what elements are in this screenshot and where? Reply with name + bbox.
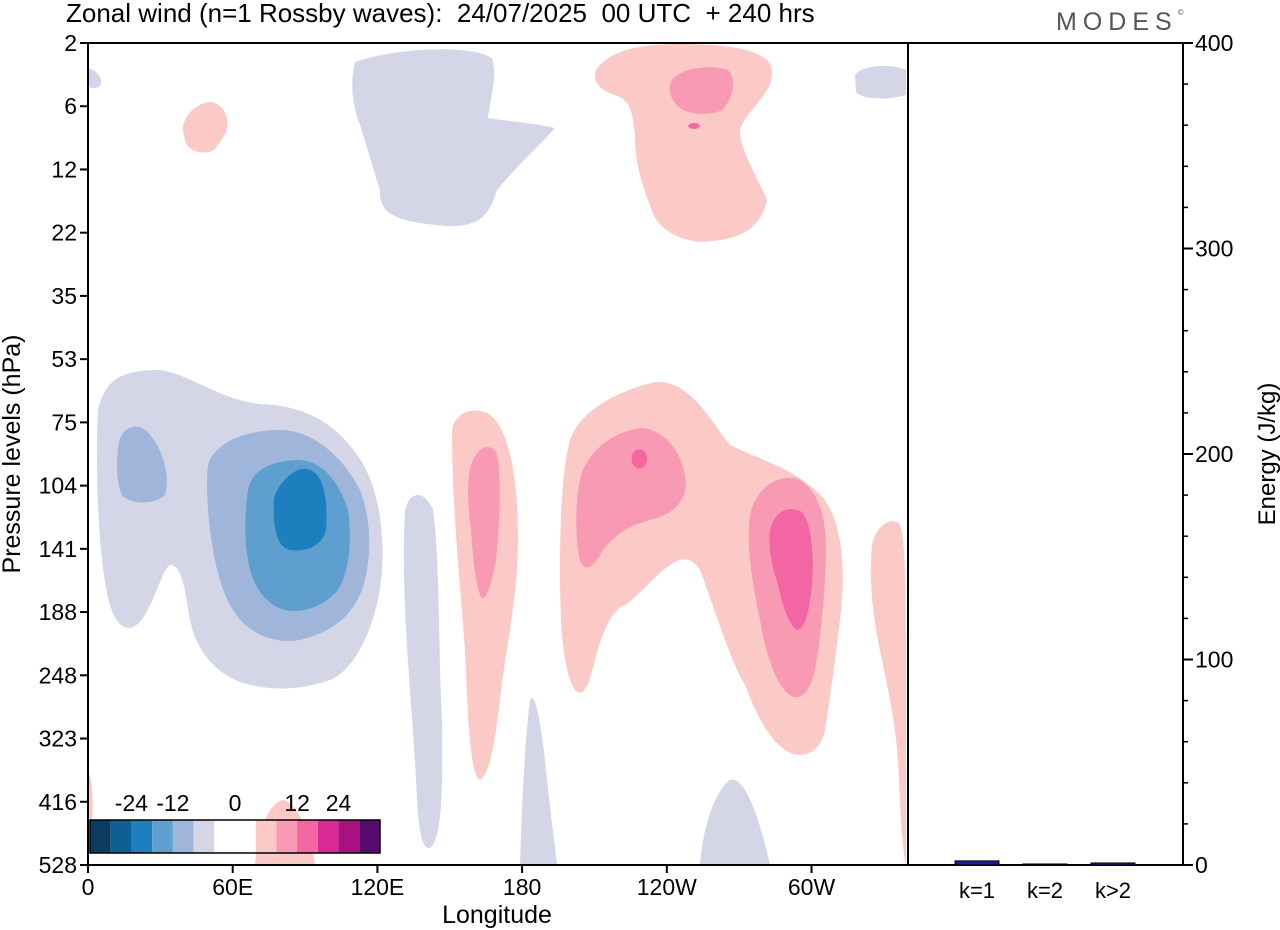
colorbar-swatch — [317, 820, 339, 853]
contour-neg-bottom-90w — [700, 779, 770, 865]
colorbar-swatch — [110, 820, 132, 853]
energy-category-label: k=1 — [959, 878, 995, 903]
longitude-tick-label: 0 — [82, 874, 95, 900]
contour-pos-12-120w — [631, 449, 648, 469]
colorbar-swatch — [338, 820, 360, 853]
pressure-tick-label: 248 — [39, 662, 77, 688]
colorbar-swatch — [359, 820, 380, 853]
pressure-tick-label: 6 — [64, 93, 77, 119]
pressure-tick-label: 12 — [51, 156, 77, 182]
energy-bar-3 — [1090, 862, 1136, 866]
energy-tick-label: 200 — [1195, 441, 1233, 467]
pressure-tick-label: 2 — [64, 30, 77, 56]
contour-pos-east-edge — [870, 521, 906, 865]
colorbar-label: -24 — [115, 790, 148, 816]
contour-neg-upper-west-edge — [88, 68, 102, 89]
contour-neg-vertical-150e — [403, 495, 443, 849]
energy-bar-2 — [1022, 863, 1068, 866]
pressure-tick-label: 75 — [51, 409, 77, 435]
contour-pos-upper-40e — [182, 102, 228, 153]
pressure-tick-label: 188 — [39, 599, 77, 625]
colorbar-swatch — [214, 820, 235, 853]
contour-neg-12-west — [116, 426, 167, 503]
y-axis-label: Pressure levels (hPa) — [0, 335, 26, 574]
pressure-tick-label: 35 — [51, 283, 77, 309]
brand-logo: MODES© — [1056, 8, 1184, 37]
colorbar-swatch — [193, 820, 215, 853]
pressure-tick-label: 528 — [39, 852, 77, 878]
contour-pos-12-upper — [688, 123, 700, 129]
colorbar-legend: -24 -12 0 12 24 — [89, 790, 381, 854]
energy-axis-label: Energy (J/kg) — [1254, 383, 1280, 526]
longitude-tick-label: 60W — [788, 874, 836, 900]
pressure-tick-label: 416 — [39, 789, 77, 815]
contour-pos-8-upper — [669, 67, 734, 114]
pressure-tick-label: 141 — [39, 536, 77, 562]
brand-name: MODES — [1056, 8, 1178, 36]
colorbar-swatch — [152, 820, 173, 853]
energy-category-label: k=2 — [1027, 878, 1063, 903]
colorbar-frame — [89, 819, 381, 854]
colorbar-label: 0 — [229, 790, 242, 816]
pressure-tick-label: 53 — [51, 346, 77, 372]
pressure-tick-label: 104 — [39, 473, 78, 499]
colorbar-swatch — [276, 820, 298, 853]
energy-bar-1 — [954, 860, 1000, 866]
colorbar-label: 12 — [284, 790, 310, 816]
contour-neg-upper-east — [855, 65, 906, 99]
colorbar-swatch — [131, 820, 153, 853]
colorbar-swatch — [255, 820, 277, 853]
contour-pos-8-120w — [576, 428, 686, 568]
contour-neg-bottom-170w — [520, 698, 557, 865]
energy-tick-label: 300 — [1195, 236, 1233, 262]
longitude-tick-label: 120E — [351, 874, 405, 900]
contour-layer — [88, 44, 906, 865]
pressure-axis: 2 6 12 22 35 53 75 104 141 188 248 323 416 528 — [39, 30, 88, 878]
copyright-mark: © — [1177, 8, 1184, 17]
energy-panel-frame — [907, 42, 1184, 866]
colorbar-swatch — [235, 820, 256, 853]
energy-tick-label: 0 — [1195, 852, 1208, 878]
contour-pos-12-60w — [769, 509, 813, 630]
longitude-tick-label: 180 — [503, 874, 541, 900]
energy-tick-label: 400 — [1195, 30, 1233, 56]
colorbar-label: 24 — [326, 790, 352, 816]
longitude-axis: 0 60E 120E 180 120W 60W — [82, 865, 836, 900]
colorbar-swatch — [172, 820, 194, 853]
contour-pos-8-180 — [467, 446, 500, 599]
colorbar-swatch — [90, 820, 111, 853]
contour-neg-upper-dateline — [352, 49, 555, 227]
longitude-tick-label: 60E — [212, 874, 253, 900]
energy-tick-label: 100 — [1195, 647, 1233, 673]
pressure-tick-label: 22 — [51, 220, 77, 246]
contour-neg-20 — [273, 468, 327, 551]
pressure-tick-label: 323 — [39, 726, 77, 752]
longitude-tick-label: 120W — [637, 874, 697, 900]
colorbar-label: -12 — [156, 790, 189, 816]
x-axis-label: Longitude — [442, 901, 552, 929]
chart-title: Zonal wind (n=1 Rossby waves): 24/07/202… — [66, 0, 815, 28]
contour-pos-west-edge — [88, 770, 93, 820]
energy-category-label: k>2 — [1095, 878, 1131, 903]
energy-bars: k=1 k=2 k>2 — [954, 860, 1136, 903]
energy-axis: 0 100 200 300 400 — [1183, 30, 1233, 878]
colorbar-swatch — [297, 820, 318, 853]
